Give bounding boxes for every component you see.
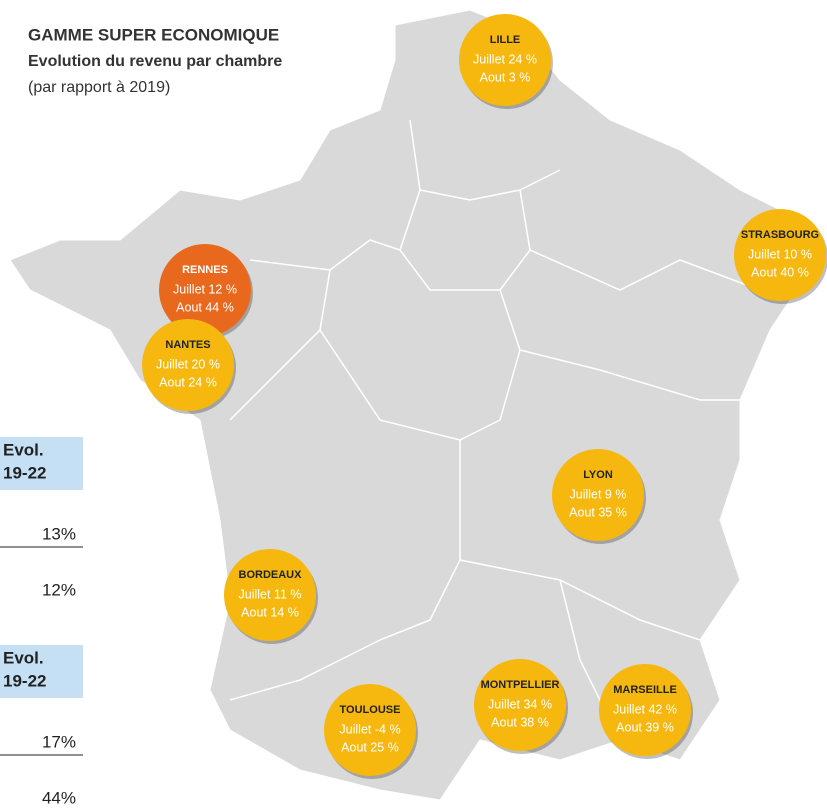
- city-july: Juillet 34 %: [488, 697, 552, 711]
- city-july: Juillet 9 %: [570, 487, 627, 501]
- city-bubble: [324, 684, 416, 776]
- city-name: TOULOUSE: [340, 704, 401, 716]
- table-header-text: Evol.: [3, 440, 44, 459]
- note: (par rapport à 2019): [28, 79, 170, 96]
- city-bubble: [224, 549, 316, 641]
- city-name: STRASBOURG: [741, 229, 819, 241]
- city-july: Juillet 20 %: [156, 357, 220, 371]
- city-july: Juillet -4 %: [339, 722, 400, 736]
- city-bubble: [159, 244, 251, 336]
- city-august: Aout 44 %: [176, 300, 234, 314]
- table-cell: 13%: [42, 524, 76, 543]
- city-name: RENNES: [182, 264, 228, 276]
- city-august: Aout 24 %: [159, 375, 217, 389]
- city-name: BORDEAUX: [239, 569, 303, 581]
- city-july: Juillet 42 %: [613, 702, 677, 716]
- table-header-text: 19-22: [3, 671, 46, 690]
- city-august: Aout 25 %: [341, 740, 399, 754]
- city-name: NANTES: [165, 339, 210, 351]
- title: GAMME SUPER ECONOMIQUE: [28, 25, 279, 44]
- table-header-text: 19-22: [3, 463, 46, 482]
- city-august: Aout 35 %: [569, 505, 627, 519]
- table-header: [0, 437, 83, 490]
- city-bubble: [142, 319, 234, 411]
- city-august: Aout 3 %: [480, 70, 531, 84]
- city-bubble: [459, 14, 551, 106]
- city-july: Juillet 11 %: [239, 587, 302, 601]
- city-august: Aout 39 %: [616, 720, 674, 734]
- subtitle: Evolution du revenu par chambre: [28, 53, 282, 70]
- city-bubble: [552, 449, 644, 541]
- city-bubble: [474, 659, 566, 751]
- city-name: LILLE: [490, 34, 521, 46]
- city-july: Juillet 24 %: [473, 52, 537, 66]
- city-name: MARSEILLE: [613, 684, 677, 696]
- city-july: Juillet 12 %: [173, 282, 237, 296]
- table-header: [0, 645, 83, 698]
- table-cell: 17%: [42, 732, 76, 751]
- table-cell: 12%: [42, 580, 76, 599]
- city-name: MONTPELLIER: [481, 679, 560, 691]
- city-bubble: [734, 209, 826, 301]
- city-august: Aout 40 %: [751, 265, 809, 279]
- city-july: Juillet 10 %: [748, 247, 812, 261]
- city-august: Aout 38 %: [491, 715, 549, 729]
- city-august: Aout 14 %: [241, 605, 299, 619]
- france-map: [9, 9, 801, 801]
- table-header-text: Evol.: [3, 648, 44, 667]
- table-cell: 44%: [42, 788, 76, 807]
- city-name: LYON: [583, 469, 613, 481]
- city-bubble: [599, 664, 691, 756]
